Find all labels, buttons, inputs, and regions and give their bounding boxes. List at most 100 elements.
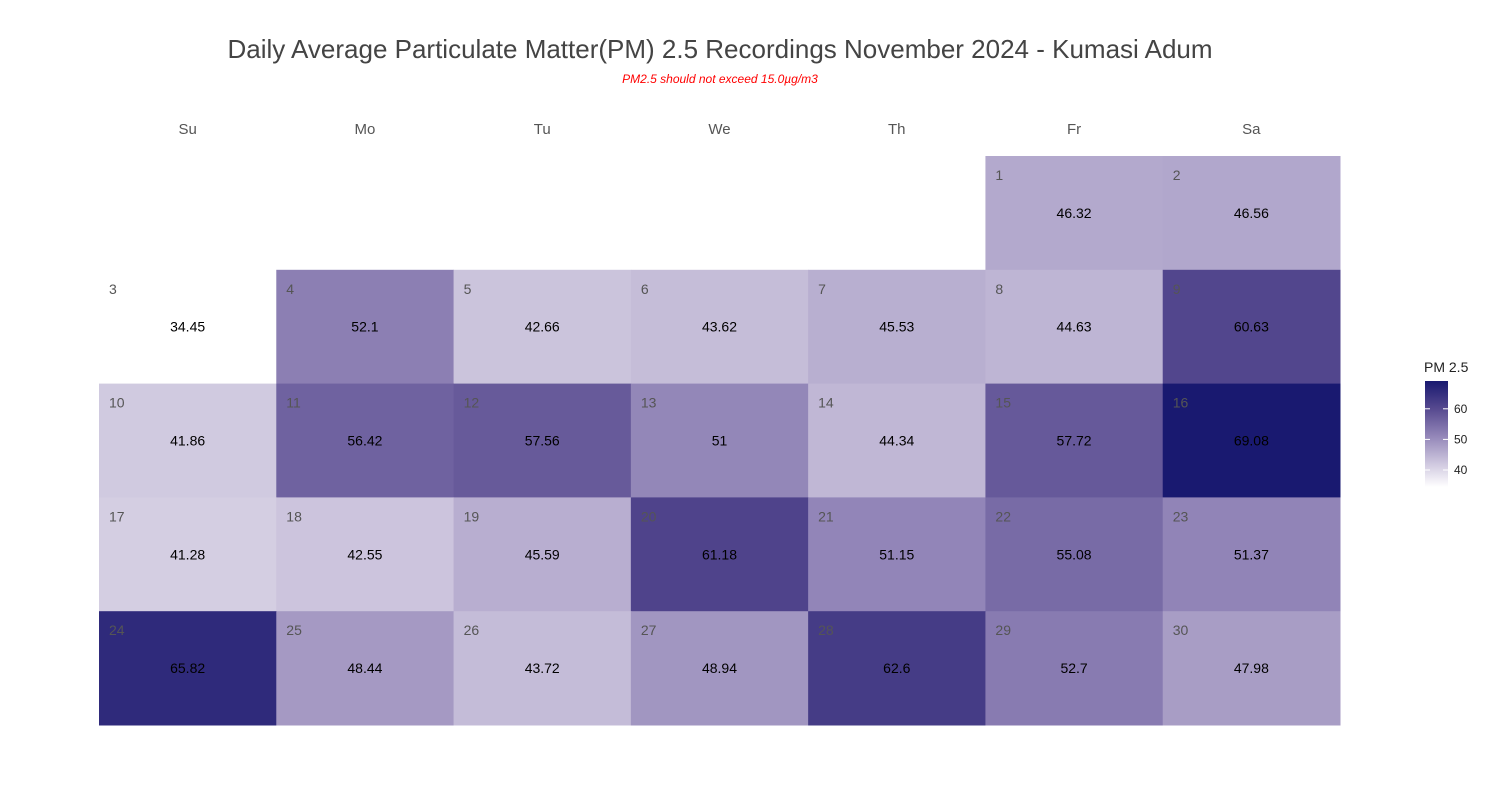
day-number: 27: [641, 622, 657, 638]
day-number: 9: [1173, 281, 1181, 297]
day-value: 51.15: [879, 546, 914, 562]
day-tile: [453, 383, 632, 498]
day-cell: 21 51.15: [808, 497, 986, 612]
day-tile: [630, 497, 809, 612]
weekday-label: Mo: [355, 121, 376, 138]
day-tile: [630, 269, 809, 385]
day-cell: 25 48.44: [276, 611, 455, 726]
day-tile: [985, 611, 1164, 726]
day-tile: [630, 383, 809, 498]
day-cell: 23 51.37: [1162, 497, 1341, 612]
day-value: 48.44: [347, 660, 382, 676]
day-number: 21: [818, 508, 834, 524]
day-value: 69.08: [1234, 433, 1269, 449]
day-tile: [985, 383, 1164, 498]
day-cell: 24 65.82: [99, 611, 277, 726]
chart-subtitle: PM2.5 should not exceed 15.0µg/m3: [622, 72, 818, 86]
day-tile: [99, 383, 277, 498]
day-cell: 15 57.72: [985, 383, 1164, 498]
day-number: 4: [286, 281, 294, 297]
day-value: 42.55: [347, 546, 382, 562]
day-cell: 27 48.94: [630, 611, 809, 726]
weekday-label: We: [708, 121, 730, 138]
day-value: 51: [712, 433, 728, 449]
day-tile: [808, 497, 986, 612]
day-cell: 30 47.98: [1162, 611, 1341, 726]
day-number: 12: [464, 395, 480, 411]
day-cell: 18 42.55: [276, 497, 455, 612]
day-tile: [1162, 497, 1341, 612]
day-number: 11: [286, 395, 301, 411]
day-tile: [1162, 269, 1341, 385]
day-cell: 246.56: [1162, 156, 1341, 271]
day-tile: [99, 497, 277, 612]
day-tile: [1162, 156, 1341, 271]
day-value: 57.56: [525, 433, 560, 449]
day-tile: [985, 269, 1164, 385]
day-tile: [1162, 383, 1341, 498]
day-cell: 11 56.42: [276, 383, 455, 498]
day-number: 13: [641, 395, 657, 411]
day-number: 5: [464, 281, 472, 297]
day-value: 44.63: [1057, 319, 1092, 335]
day-cell: 452.1: [276, 269, 455, 385]
day-tile: [808, 269, 986, 385]
weekday-label: Th: [888, 121, 906, 138]
day-number: 29: [995, 622, 1011, 638]
weekday-label: Fr: [1067, 121, 1081, 138]
day-cell: 12 57.56: [453, 383, 632, 498]
day-cell: 20 61.18: [630, 497, 809, 612]
day-number: 1: [995, 167, 1003, 183]
day-cell: 643.62: [630, 269, 809, 385]
day-number: 18: [286, 508, 302, 524]
day-value: 57.72: [1057, 433, 1092, 449]
day-number: 28: [818, 622, 834, 638]
day-value: 48.94: [702, 660, 737, 676]
day-value: 43.72: [525, 660, 560, 676]
day-tile: [808, 383, 986, 498]
day-value: 61.18: [702, 546, 737, 562]
day-value: 51.37: [1234, 546, 1269, 562]
weekday-label: Sa: [1242, 121, 1261, 138]
day-cell: 542.66: [453, 269, 632, 385]
legend-colorbar: [1425, 381, 1448, 487]
legend-title: PM 2.5: [1424, 359, 1469, 375]
day-tile: [276, 611, 455, 726]
day-number: 15: [995, 395, 1011, 411]
day-cell: 28 62.6: [808, 611, 986, 726]
day-tile: [808, 611, 986, 726]
day-number: 19: [464, 508, 480, 524]
day-tile: [99, 611, 277, 726]
day-number: 8: [995, 281, 1003, 297]
day-number: 24: [109, 622, 125, 638]
day-number: 6: [641, 281, 649, 297]
day-tile: [99, 269, 277, 385]
weekday-label: Tu: [534, 121, 551, 138]
day-cell: 10 41.86: [99, 383, 277, 498]
day-cell: 745.53: [808, 269, 986, 385]
day-tile: [985, 497, 1164, 612]
day-cell: 14 44.34: [808, 383, 986, 498]
day-value: 45.53: [879, 319, 914, 335]
day-tile: [276, 383, 455, 498]
day-tile: [276, 269, 455, 385]
day-tile: [453, 269, 632, 385]
day-number: 3: [109, 281, 117, 297]
day-tile: [1162, 611, 1341, 726]
day-number: 16: [1173, 395, 1189, 411]
day-value: 46.32: [1057, 205, 1092, 221]
day-cell: 146.32: [985, 156, 1164, 271]
legend-tick-label: 50: [1454, 432, 1468, 446]
day-number: 7: [818, 281, 826, 297]
day-value: 65.82: [170, 660, 205, 676]
legend-tick-label: 60: [1454, 402, 1468, 416]
day-value: 62.6: [883, 660, 910, 676]
day-number: 17: [109, 508, 125, 524]
day-cell: 29 52.7: [985, 611, 1164, 726]
day-value: 47.98: [1234, 660, 1269, 676]
day-number: 20: [641, 508, 657, 524]
day-value: 41.28: [170, 546, 205, 562]
day-number: 26: [464, 622, 480, 638]
day-value: 45.59: [525, 546, 560, 562]
